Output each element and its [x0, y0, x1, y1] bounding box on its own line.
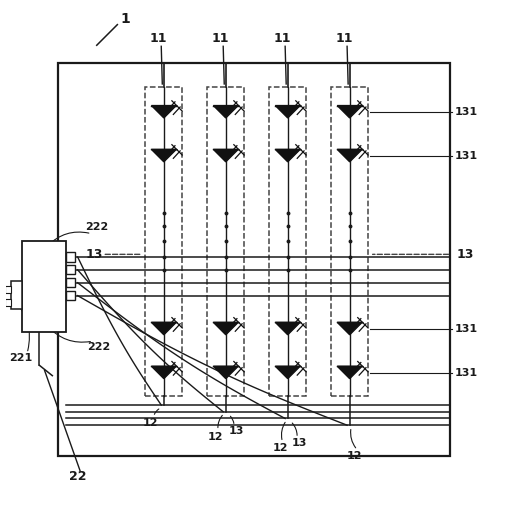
Text: 131: 131 [454, 107, 478, 117]
Polygon shape [213, 149, 238, 162]
Text: 131: 131 [454, 151, 478, 161]
Polygon shape [338, 366, 362, 379]
Text: 11: 11 [212, 32, 230, 45]
Bar [58, 63, 450, 456]
Polygon shape [275, 366, 300, 379]
Polygon shape [275, 322, 300, 335]
Polygon shape [275, 105, 300, 118]
Text: 22: 22 [69, 470, 86, 483]
Polygon shape [275, 149, 300, 162]
Polygon shape [338, 105, 362, 118]
Polygon shape [151, 105, 176, 118]
Text: 12: 12 [208, 432, 223, 442]
Polygon shape [213, 105, 238, 118]
Bar [269, 87, 306, 397]
Text: 12: 12 [347, 451, 362, 461]
Text: 221: 221 [9, 352, 32, 363]
Bar [5, 299, 11, 306]
Text: 1: 1 [120, 12, 130, 26]
Bar [5, 286, 11, 293]
Text: 13: 13 [291, 438, 307, 448]
Bar [66, 252, 75, 262]
Text: 11: 11 [274, 32, 291, 45]
Text: 12: 12 [272, 443, 288, 454]
Bar [145, 87, 183, 397]
Polygon shape [213, 322, 238, 335]
Bar [66, 265, 75, 275]
Polygon shape [151, 149, 176, 162]
Text: 12: 12 [143, 418, 159, 428]
Polygon shape [213, 366, 238, 379]
Text: 131: 131 [454, 368, 478, 378]
Text: 13: 13 [457, 248, 474, 261]
Bar [11, 281, 22, 309]
Bar [66, 278, 75, 288]
Text: 222: 222 [85, 223, 108, 233]
Bar [331, 87, 368, 397]
Text: 11: 11 [150, 32, 167, 45]
Polygon shape [338, 149, 362, 162]
Bar [66, 291, 75, 301]
Text: 13: 13 [86, 248, 103, 261]
Text: 222: 222 [87, 342, 110, 352]
Text: 13: 13 [229, 427, 244, 436]
Bar [22, 241, 66, 332]
Text: 131: 131 [454, 324, 478, 334]
Polygon shape [151, 366, 176, 379]
Polygon shape [338, 322, 362, 335]
Polygon shape [151, 322, 176, 335]
Text: 11: 11 [336, 32, 353, 45]
Bar [207, 87, 244, 397]
